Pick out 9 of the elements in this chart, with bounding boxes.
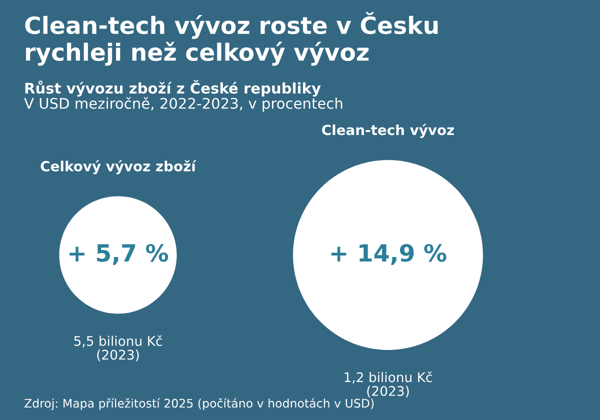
text: Růst vývozu zboží z České republiky V USD meziročně, 2022-2023, v procentech: [24, 80, 342, 112]
data-label: + 14,9 %: [331, 244, 446, 265]
text: Zdroj: Mapa příležitostí 2025 (počítáno v hodnotách v USD): [24, 398, 374, 410]
category-label: Celkový vývoz zboží: [40, 160, 196, 174]
text: Clean-tech vývoz roste v Česku rychleji než celkový vývoz: [25, 12, 438, 66]
text: 5,5 bilionu Kč (2023): [74, 335, 162, 362]
text: 1,2 bilionu Kč (2023): [344, 371, 432, 398]
category-label: Clean-tech vývoz: [322, 124, 454, 138]
data-label: + 5,7 %: [70, 244, 168, 265]
